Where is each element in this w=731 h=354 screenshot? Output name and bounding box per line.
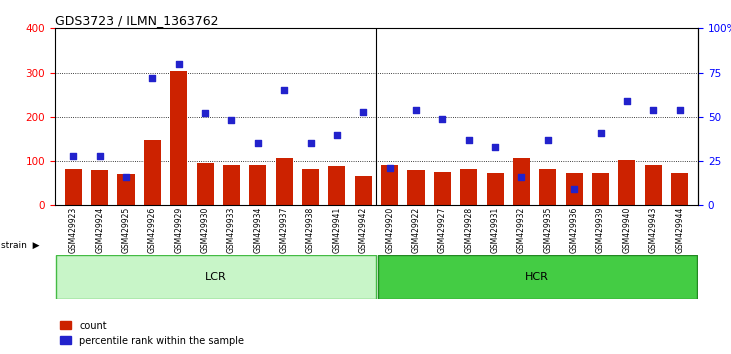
Bar	[223, 166, 240, 205]
Bar	[144, 140, 161, 205]
Bar	[355, 176, 372, 205]
Point	[648, 107, 659, 113]
Bar	[65, 169, 82, 205]
Point	[436, 116, 448, 121]
Point	[410, 107, 422, 113]
Bar	[378, 255, 697, 299]
Text: LCR: LCR	[205, 272, 227, 282]
Bar	[302, 169, 319, 205]
Point	[542, 137, 553, 143]
Bar	[249, 166, 266, 205]
Point	[146, 75, 158, 81]
Point	[463, 137, 474, 143]
Point	[384, 165, 395, 171]
Text: HCR: HCR	[526, 272, 549, 282]
Point	[120, 174, 132, 180]
Point	[621, 98, 633, 104]
Point	[515, 174, 527, 180]
Bar	[276, 158, 292, 205]
Point	[200, 110, 211, 116]
Point	[279, 87, 290, 93]
Bar	[461, 169, 477, 205]
Bar	[381, 165, 398, 205]
Legend: count, percentile rank within the sample: count, percentile rank within the sample	[60, 321, 244, 346]
Point	[173, 61, 185, 67]
Text: strain  ▶: strain ▶	[1, 241, 40, 250]
Bar	[487, 173, 504, 205]
Bar	[671, 173, 688, 205]
Point	[226, 118, 238, 123]
Point	[595, 130, 607, 136]
Bar	[56, 255, 376, 299]
Bar	[407, 170, 425, 205]
Bar	[433, 172, 451, 205]
Bar	[328, 166, 346, 205]
Bar	[197, 163, 213, 205]
Bar	[618, 160, 635, 205]
Bar	[513, 158, 530, 205]
Point	[67, 153, 79, 159]
Point	[568, 187, 580, 192]
Bar	[645, 166, 662, 205]
Bar	[118, 175, 135, 205]
Point	[305, 141, 317, 146]
Bar	[566, 173, 583, 205]
Point	[252, 141, 264, 146]
Point	[357, 109, 369, 114]
Text: GDS3723 / ILMN_1363762: GDS3723 / ILMN_1363762	[55, 14, 219, 27]
Point	[489, 144, 501, 150]
Bar	[170, 71, 187, 205]
Bar	[592, 173, 609, 205]
Bar	[539, 169, 556, 205]
Point	[674, 107, 686, 113]
Point	[331, 132, 343, 137]
Bar	[91, 170, 108, 205]
Point	[94, 153, 105, 159]
